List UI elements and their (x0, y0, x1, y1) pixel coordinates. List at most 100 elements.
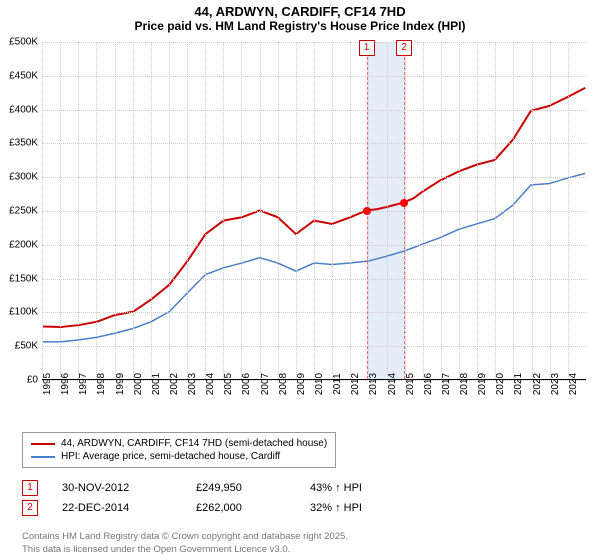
x-tick: 1999 (115, 373, 126, 395)
gridline-v (133, 42, 134, 379)
gridline-v (169, 42, 170, 379)
marker-line (404, 42, 405, 379)
y-tick: £450K (9, 70, 38, 81)
plot-area: 12 (42, 42, 586, 380)
attribution-line2: This data is licensed under the Open Gov… (22, 544, 348, 556)
gridline-v (550, 42, 551, 379)
x-tick: 2005 (223, 373, 234, 395)
x-tick: 1997 (78, 373, 89, 395)
x-tick: 2017 (441, 373, 452, 395)
gridline-v (477, 42, 478, 379)
legend-swatch (31, 443, 55, 445)
legend-text: HPI: Average price, semi-detached house,… (61, 451, 280, 462)
marker-label: 1 (359, 40, 375, 56)
x-tick: 2010 (314, 373, 325, 395)
gridline-v (60, 42, 61, 379)
x-tick: 2013 (368, 373, 379, 395)
x-tick: 2016 (423, 373, 434, 395)
x-tick: 1995 (42, 373, 53, 395)
legend-row: 44, ARDWYN, CARDIFF, CF14 7HD (semi-deta… (31, 437, 327, 450)
sale-index-box: 2 (22, 500, 38, 516)
y-tick: £200K (9, 239, 38, 250)
gridline-v (332, 42, 333, 379)
gridline-v (42, 42, 43, 379)
y-tick: £500K (9, 37, 38, 48)
chart-container: 44, ARDWYN, CARDIFF, CF14 7HD Price paid… (0, 0, 600, 560)
legend-text: 44, ARDWYN, CARDIFF, CF14 7HD (semi-deta… (61, 438, 327, 449)
gridline-v (459, 42, 460, 379)
x-tick: 2004 (205, 373, 216, 395)
gridline-v (223, 42, 224, 379)
x-axis: 1995199619971998199920002001200220032004… (42, 380, 586, 430)
x-tick: 2001 (151, 373, 162, 395)
y-tick: £250K (9, 206, 38, 217)
x-tick: 2014 (387, 373, 398, 395)
x-tick: 1996 (60, 373, 71, 395)
x-tick: 2002 (169, 373, 180, 395)
y-tick: £300K (9, 172, 38, 183)
attribution: Contains HM Land Registry data © Crown c… (22, 531, 348, 556)
gridline-v (296, 42, 297, 379)
x-tick: 2015 (405, 373, 416, 395)
gridline-v (151, 42, 152, 379)
x-tick: 2021 (513, 373, 524, 395)
marker-dot (400, 199, 408, 207)
gridline-v (350, 42, 351, 379)
sale-list: 1 30-NOV-2012 £249,950 43% ↑ HPI 2 22-DEC-201… (22, 478, 362, 518)
gridline-v (568, 42, 569, 379)
y-tick: £50K (15, 341, 38, 352)
y-tick: £0 (27, 375, 38, 386)
gridline-v (423, 42, 424, 379)
gridline-v (495, 42, 496, 379)
x-tick: 1998 (96, 373, 107, 395)
gridline-v (187, 42, 188, 379)
sale-delta: 32% ↑ HPI (310, 502, 362, 514)
x-tick: 2003 (187, 373, 198, 395)
sale-delta: 43% ↑ HPI (310, 482, 362, 494)
sale-row: 1 30-NOV-2012 £249,950 43% ↑ HPI (22, 478, 362, 498)
x-tick: 2012 (350, 373, 361, 395)
attribution-line1: Contains HM Land Registry data © Crown c… (22, 531, 348, 543)
x-tick: 2007 (260, 373, 271, 395)
title-main: 44, ARDWYN, CARDIFF, CF14 7HD (0, 4, 600, 19)
x-tick: 2022 (532, 373, 543, 395)
title-block: 44, ARDWYN, CARDIFF, CF14 7HD Price paid… (0, 0, 600, 37)
gridline-v (513, 42, 514, 379)
gridline-v (115, 42, 116, 379)
x-tick: 2000 (133, 373, 144, 395)
sale-price: £249,950 (196, 482, 286, 494)
gridline-v (78, 42, 79, 379)
gridline-v (278, 42, 279, 379)
y-tick: £150K (9, 273, 38, 284)
sale-index-box: 1 (22, 480, 38, 496)
legend-row: HPI: Average price, semi-detached house,… (31, 450, 327, 463)
sale-date: 22-DEC-2014 (62, 502, 172, 514)
x-tick: 2018 (459, 373, 470, 395)
gridline-v (441, 42, 442, 379)
gridline-v (205, 42, 206, 379)
x-tick: 2024 (568, 373, 579, 395)
sale-price: £262,000 (196, 502, 286, 514)
x-tick: 2008 (278, 373, 289, 395)
legend: 44, ARDWYN, CARDIFF, CF14 7HD (semi-deta… (22, 432, 336, 468)
x-tick: 2006 (241, 373, 252, 395)
gridline-v (387, 42, 388, 379)
y-tick: £350K (9, 138, 38, 149)
y-tick: £400K (9, 104, 38, 115)
x-tick: 2020 (495, 373, 506, 395)
gridline-v (532, 42, 533, 379)
x-tick: 2023 (550, 373, 561, 395)
gridline-v (314, 42, 315, 379)
title-sub: Price paid vs. HM Land Registry's House … (0, 19, 600, 33)
y-tick: £100K (9, 307, 38, 318)
x-tick: 2019 (477, 373, 488, 395)
x-tick: 2011 (332, 373, 343, 395)
gridline-v (241, 42, 242, 379)
gridline-v (96, 42, 97, 379)
legend-swatch (31, 456, 55, 458)
x-tick: 2009 (296, 373, 307, 395)
sale-date: 30-NOV-2012 (62, 482, 172, 494)
y-axis: £0£50K£100K£150K£200K£250K£300K£350K£400… (0, 42, 42, 380)
marker-label: 2 (396, 40, 412, 56)
gridline-v (260, 42, 261, 379)
